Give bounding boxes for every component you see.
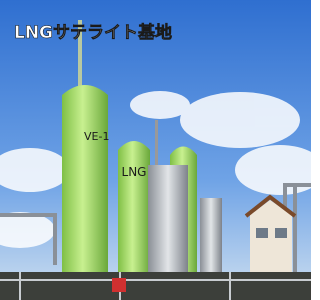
tank — [62, 85, 108, 290]
vaporizer — [148, 165, 188, 280]
valve — [112, 278, 126, 292]
window — [275, 228, 287, 238]
tank-label: VE-1 — [84, 130, 109, 143]
photo: VE-1 LNG LNGサテライト基地 — [0, 0, 311, 300]
tank-label: LNG — [122, 165, 147, 179]
title: LNGサテライト基地 — [14, 22, 172, 43]
pole — [155, 120, 158, 170]
tank — [118, 141, 150, 285]
vaporizer — [200, 198, 222, 275]
page: VE-1 LNG LNGサテライト基地 (() => { const data … — [0, 0, 311, 300]
ground — [0, 272, 311, 300]
window — [256, 228, 268, 238]
